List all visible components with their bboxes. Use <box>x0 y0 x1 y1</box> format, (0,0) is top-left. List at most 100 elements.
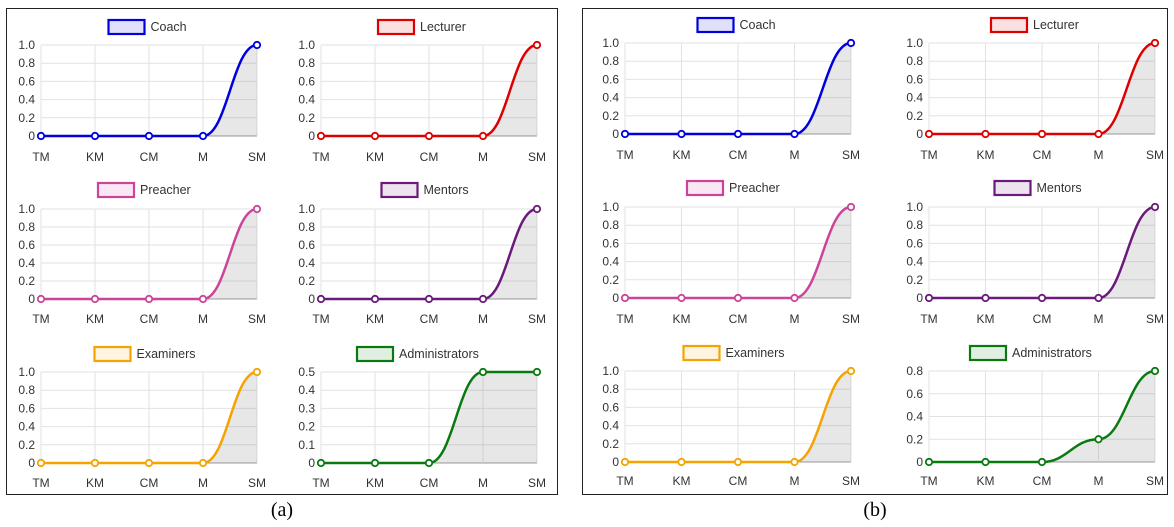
y-tick-label: 1.0 <box>602 36 619 50</box>
data-point <box>478 367 488 377</box>
chart-b-preacher: 0 0.2 0.4 0.6 0.8 1.0 TM KM CM M SM Preacher <box>602 179 860 326</box>
data-point <box>252 367 262 377</box>
data-point <box>252 204 262 214</box>
legend-swatch <box>376 18 416 36</box>
data-point <box>1037 129 1047 139</box>
legend-label: Coach <box>740 18 776 32</box>
y-tick-label: 0 <box>28 129 35 143</box>
legend-swatch <box>685 179 725 197</box>
y-tick-label: 0.8 <box>906 364 923 378</box>
data-point <box>1094 129 1103 139</box>
data-point <box>677 293 686 303</box>
series-area <box>625 371 851 462</box>
x-tick-label: KM <box>86 476 104 490</box>
series-line <box>41 207 258 301</box>
legend-swatch <box>96 181 136 199</box>
x-tick-label: KM <box>366 150 384 164</box>
data-point <box>532 40 542 50</box>
legend-label: Mentors <box>1037 181 1082 195</box>
data-point <box>36 458 46 468</box>
legend-swatch <box>682 344 721 362</box>
y-tick-label: 0.2 <box>298 274 315 288</box>
x-tick-label: CM <box>729 312 748 326</box>
y-tick-label: 0 <box>28 292 35 306</box>
y-tick-label: 1.0 <box>298 38 315 52</box>
x-tick-label: KM <box>86 150 104 164</box>
y-tick-label: 0 <box>612 455 619 469</box>
x-tick-label: KM <box>366 476 384 490</box>
data-point <box>981 457 990 467</box>
panel-b-charts: 0 0.2 0.4 0.6 0.8 1.0 TM KM CM M SM Coach 0 0.2 0.4 0.6… <box>602 16 1164 488</box>
series-line <box>625 369 852 464</box>
legend-swatch <box>993 179 1032 197</box>
x-tick-label: TM <box>920 312 937 326</box>
y-tick-label: 0 <box>916 455 923 469</box>
x-tick-label: TM <box>616 474 633 488</box>
y-tick-label: 0.8 <box>18 220 35 234</box>
data-point <box>90 131 100 141</box>
y-tick-label: 0.8 <box>18 56 35 70</box>
y-tick-label: 0.4 <box>906 255 923 269</box>
legend-label: Lecturer <box>1033 18 1079 32</box>
x-tick-label: SM <box>1146 148 1164 162</box>
y-tick-label: 0.4 <box>906 91 923 105</box>
y-tick-label: 0.4 <box>602 255 619 269</box>
data-point <box>478 131 488 141</box>
legend-label: Coach <box>151 20 187 34</box>
y-tick-label: 0 <box>308 292 315 306</box>
x-tick-label: TM <box>32 476 49 490</box>
panel-a-charts: 0 0.2 0.4 0.6 0.8 1.0 TM KM CM M SM Coach 0 0.2 0.4 0.6… <box>18 18 546 490</box>
data-point <box>981 293 990 303</box>
chart-a-mentors: 0 0.2 0.4 0.6 0.8 1.0 TM KM CM M SM Mentors <box>298 181 546 326</box>
y-tick-label: 0.2 <box>602 109 619 123</box>
x-tick-label: CM <box>729 474 748 488</box>
x-tick-label: CM <box>420 150 439 164</box>
data-point <box>846 202 856 212</box>
y-tick-label: 0.2 <box>602 437 619 451</box>
y-tick-label: 0.6 <box>906 236 923 250</box>
data-point <box>733 457 743 467</box>
data-point <box>1094 293 1103 303</box>
x-tick-label: KM <box>673 474 691 488</box>
y-tick-label: 1.0 <box>298 202 315 216</box>
y-tick-label: 0.6 <box>18 74 35 88</box>
y-tick-label: 1.0 <box>18 202 35 216</box>
caption-b: (b) <box>863 499 887 521</box>
y-tick-label: 0.4 <box>18 420 35 434</box>
data-point <box>924 129 934 139</box>
y-tick-label: 0.4 <box>602 91 619 105</box>
legend-label: Administrators <box>1012 346 1092 360</box>
series-area <box>321 372 537 463</box>
legend-swatch <box>93 345 132 363</box>
x-tick-label: SM <box>248 312 266 326</box>
data-point <box>144 131 154 141</box>
y-tick-label: 1.0 <box>602 200 619 214</box>
x-tick-label: M <box>1094 148 1104 162</box>
x-tick-label: SM <box>1146 312 1164 326</box>
data-point <box>1150 202 1160 212</box>
y-tick-label: 0.6 <box>602 236 619 250</box>
y-tick-label: 0 <box>916 127 923 141</box>
x-tick-label: CM <box>140 476 159 490</box>
y-tick-label: 1.0 <box>18 365 35 379</box>
data-point <box>677 457 686 467</box>
series-area <box>929 43 1155 134</box>
y-tick-label: 0.4 <box>18 93 35 107</box>
y-tick-label: 0 <box>612 291 619 305</box>
data-point <box>677 129 686 139</box>
data-point <box>846 366 856 376</box>
data-point <box>252 40 262 50</box>
legend-swatch <box>989 16 1029 34</box>
x-tick-label: TM <box>312 476 329 490</box>
x-tick-label: CM <box>1033 148 1052 162</box>
data-point <box>316 294 326 304</box>
data-point <box>90 294 100 304</box>
y-tick-label: 0.2 <box>906 432 923 446</box>
series-line <box>320 370 537 465</box>
chart-a-coach: 0 0.2 0.4 0.6 0.8 1.0 TM KM CM M SM Coach <box>18 18 266 164</box>
y-tick-label: 0.8 <box>906 54 923 68</box>
x-tick-label: M <box>198 476 208 490</box>
y-tick-label: 0.8 <box>18 383 35 397</box>
x-tick-label: SM <box>842 474 860 488</box>
y-tick-label: 0.1 <box>298 438 315 452</box>
